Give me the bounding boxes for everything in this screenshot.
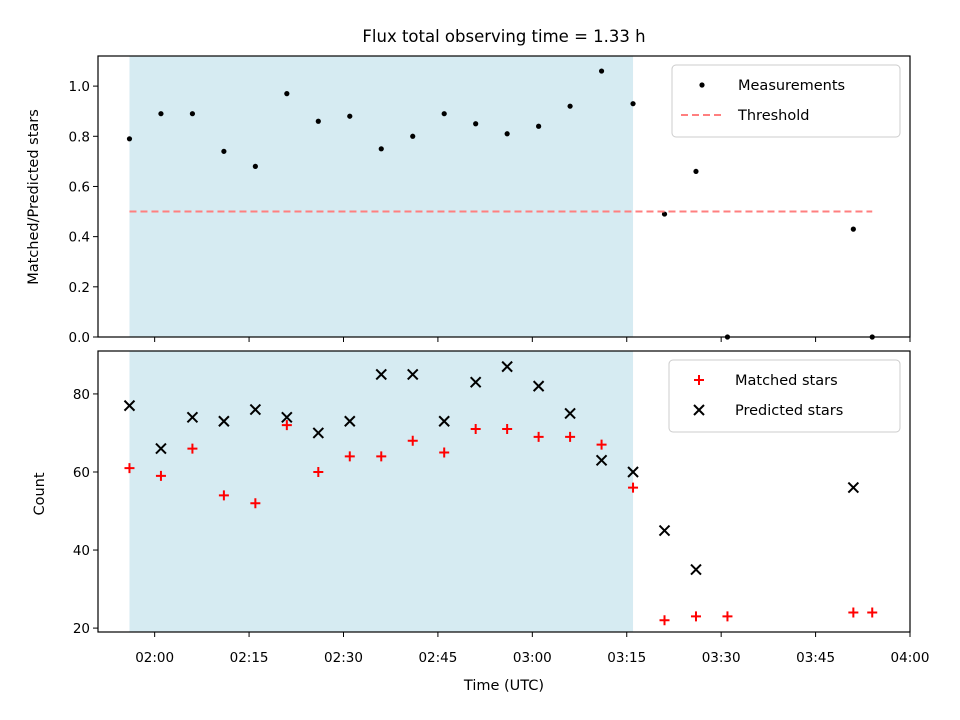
predicted-stars-point xyxy=(564,407,576,420)
measurements-point xyxy=(189,111,196,117)
matched-stars-point xyxy=(313,466,324,477)
matched-stars-point xyxy=(722,611,733,622)
x-tick-label: 03:15 xyxy=(607,650,646,666)
x-tick-label: 03:30 xyxy=(702,650,741,666)
ratio-panel-y-tick-label: 0.4 xyxy=(69,230,90,246)
threshold-legend-label: Threshold xyxy=(737,108,809,124)
count-panel-y-tick-label: 40 xyxy=(73,543,90,559)
ratio-panel-y-tick-label: 1.0 xyxy=(69,79,90,95)
measurements-point xyxy=(284,91,290,97)
matched-stars-point xyxy=(502,424,513,435)
predicted-stars-point xyxy=(690,563,702,576)
x-tick-label: 04:00 xyxy=(891,650,930,666)
ratio-panel-y-tick-label: 0.0 xyxy=(69,330,90,346)
count-panel-y-tick-label: 60 xyxy=(73,465,90,481)
matched-stars-point xyxy=(344,451,355,462)
measurements-point xyxy=(252,163,258,169)
predicted-stars-point xyxy=(595,454,608,466)
matched-stars-point xyxy=(439,447,450,458)
matched-stars-point xyxy=(690,611,701,622)
predicted-stars-point xyxy=(469,376,482,388)
ratio-panel-y-tick-label: 0.6 xyxy=(69,179,90,195)
ratio-panel-legend xyxy=(671,64,901,138)
matched-stars-point xyxy=(187,443,198,454)
measurements-point xyxy=(315,118,321,124)
x-tick-label: 02:45 xyxy=(418,650,457,666)
predicted-stars-point xyxy=(312,427,325,439)
predicted-stars-point xyxy=(627,466,639,478)
x-tick-label: 02:00 xyxy=(135,650,174,666)
predicted-stars-legend-label: Predicted stars xyxy=(735,403,843,419)
measurements-point xyxy=(536,123,542,129)
ratio-panel-y-tick-label: 0.2 xyxy=(69,280,90,296)
ratio-panel-frame xyxy=(97,55,911,338)
measurements-point xyxy=(693,168,699,175)
matched-stars-point xyxy=(565,431,576,442)
measurements-point xyxy=(661,211,668,217)
measurements-point xyxy=(441,111,447,117)
ratio-panel-observing-span xyxy=(129,56,634,337)
matched-stars-point xyxy=(867,607,878,618)
matched-stars-point xyxy=(250,498,261,509)
bottom-y-axis-label: Count xyxy=(32,472,48,515)
matched-stars-point xyxy=(281,420,292,431)
matched-stars-point xyxy=(376,451,387,462)
matched-stars-point xyxy=(155,470,166,481)
x-tick-label: 03:00 xyxy=(513,650,552,666)
x-tick-label: 02:30 xyxy=(324,650,363,666)
x-tick-label: 03:45 xyxy=(796,650,835,666)
predicted-stars-point xyxy=(281,411,293,424)
matched-stars-point xyxy=(470,424,481,435)
matched-stars-legend-swatch xyxy=(694,375,704,385)
predicted-stars-point xyxy=(186,411,199,424)
x-axis-label: Time (UTC) xyxy=(463,678,544,694)
matched-stars-point xyxy=(124,463,135,474)
matched-stars-point xyxy=(533,431,544,442)
matched-stars-legend-label: Matched stars xyxy=(735,373,838,389)
measurements-point xyxy=(221,148,227,154)
predicted-stars-point xyxy=(407,368,419,381)
measurements-point xyxy=(410,133,416,139)
count-panel-frame xyxy=(97,350,911,633)
count-panel-y-tick-label: 20 xyxy=(73,621,90,637)
predicted-stars-point xyxy=(344,415,356,427)
count-panel-observing-span xyxy=(129,351,634,632)
chart-title: Flux total observing time = 1.33 h xyxy=(362,27,645,46)
predicted-stars-point xyxy=(501,360,513,373)
top-y-axis-label: Matched/Predicted stars xyxy=(26,109,42,285)
matched-stars-point xyxy=(848,607,859,618)
predicted-stars-point xyxy=(658,524,671,537)
predicted-stars-legend-swatch xyxy=(693,404,705,416)
predicted-stars-point xyxy=(438,415,450,427)
measurements-point xyxy=(850,226,856,232)
matched-stars-point xyxy=(659,615,670,626)
count-panel-legend xyxy=(668,359,901,433)
matched-stars-point xyxy=(596,439,607,450)
measurements-point xyxy=(473,121,479,127)
measurements-point xyxy=(567,103,573,109)
count-panel-y-tick-label: 80 xyxy=(73,387,90,403)
matched-stars-point xyxy=(218,490,229,501)
matched-stars-point xyxy=(628,482,639,493)
predicted-stars-point xyxy=(155,442,167,455)
measurements-point xyxy=(598,68,605,74)
predicted-stars-point xyxy=(123,399,136,412)
measurements-point xyxy=(347,113,353,119)
measurements-point xyxy=(504,131,510,137)
measurements-point xyxy=(126,136,133,142)
measurements-point xyxy=(158,111,164,117)
measurements-legend-label: Measurements xyxy=(738,78,845,94)
predicted-stars-point xyxy=(375,368,387,381)
predicted-stars-point xyxy=(532,380,545,392)
measurements-point xyxy=(378,146,384,152)
predicted-stars-point xyxy=(847,481,860,494)
ratio-panel-y-tick-label: 0.8 xyxy=(69,129,90,145)
matched-stars-point xyxy=(407,435,418,446)
predicted-stars-point xyxy=(249,403,262,416)
measurements-legend-swatch xyxy=(699,82,705,88)
x-tick-label: 02:15 xyxy=(230,650,269,666)
measurements-point xyxy=(630,101,636,107)
predicted-stars-point xyxy=(218,415,230,427)
